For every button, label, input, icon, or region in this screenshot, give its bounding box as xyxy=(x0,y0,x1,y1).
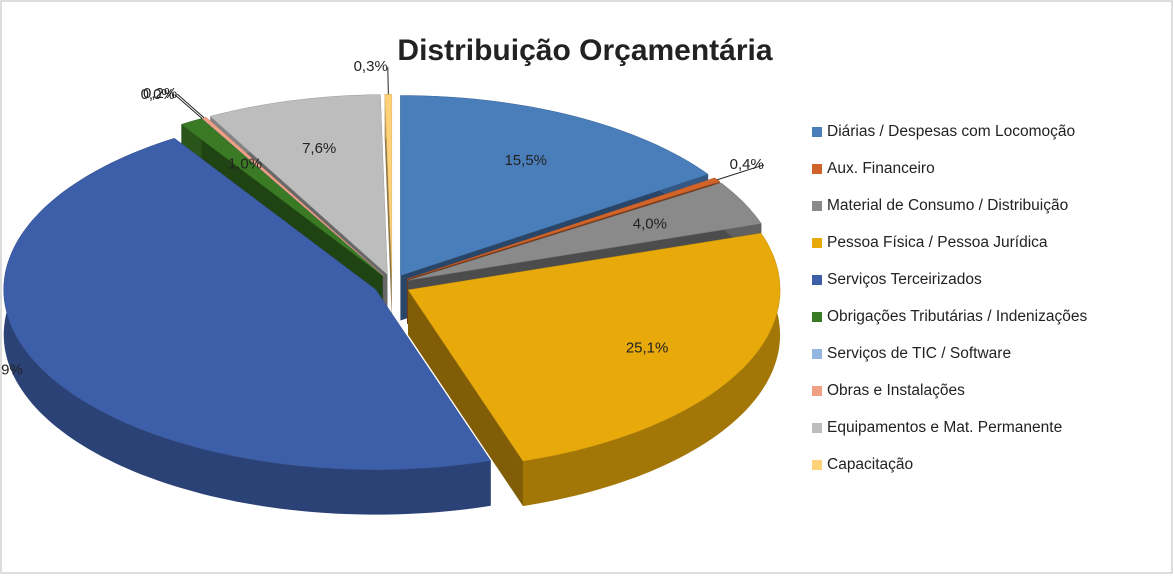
data-label: 0,4% xyxy=(730,156,764,173)
slice xyxy=(3,138,492,470)
data-labels: 15,5% 0,4% 4,0% 25,1% 45,9% 1,0% 0,0%0,2% 7,6% 0… xyxy=(0,58,764,379)
legend-swatch xyxy=(812,164,822,174)
legend-swatch xyxy=(812,312,822,322)
leader-line xyxy=(176,93,205,119)
legend-label: Obras e Instalações xyxy=(827,382,965,399)
data-label: 25,1% xyxy=(626,339,669,356)
data-label: 4,0% xyxy=(633,215,667,232)
slice-side xyxy=(523,233,781,507)
legend-swatch xyxy=(812,127,822,137)
data-label: 0,2% xyxy=(143,85,177,102)
slice xyxy=(400,95,709,276)
chart-title: Distribuição Orçamentária xyxy=(397,34,772,67)
legend-label: Pessoa Física / Pessoa Jurídica xyxy=(827,234,1048,251)
slice-wall xyxy=(384,94,392,320)
legend-swatch xyxy=(812,275,822,285)
data-label: 0,3% xyxy=(354,58,388,75)
legend-swatch xyxy=(812,423,822,433)
leader-line xyxy=(717,164,764,181)
legend-label: Serviços de TIC / Software xyxy=(827,345,1011,362)
slice xyxy=(407,232,781,462)
legend-label: Obrigações Tributárias / Indenizações xyxy=(827,308,1087,325)
legend-swatch xyxy=(812,201,822,211)
legend-label: Capacitação xyxy=(827,456,913,473)
legend-swatch xyxy=(812,238,822,248)
legend-label: Material de Consumo / Distribuição xyxy=(827,197,1068,214)
legend-label: Equipamentos e Mat. Permanente xyxy=(827,419,1062,436)
legend-label: Serviços Terceirizados xyxy=(827,271,982,288)
slice xyxy=(209,94,388,276)
data-label: 0,0% xyxy=(141,86,175,103)
data-label: 15,5% xyxy=(504,152,547,169)
legend: Diárias / Despesas com Locomoção Aux. Fin… xyxy=(812,123,1087,473)
leader-line xyxy=(174,94,203,119)
slice-side xyxy=(3,138,491,515)
legend-swatch xyxy=(812,386,822,396)
data-label: 7,6% xyxy=(302,140,336,157)
slice xyxy=(180,118,383,276)
legend-swatch xyxy=(812,460,822,470)
leader-line xyxy=(387,67,389,95)
data-label: 1,0% xyxy=(228,156,262,173)
legend-label: Diárias / Despesas com Locomoção xyxy=(827,123,1075,140)
slice-tops xyxy=(3,93,781,470)
legend-label: Aux. Financeiro xyxy=(827,160,935,177)
legend-swatch xyxy=(812,349,822,359)
data-label: 45,9% xyxy=(0,362,23,379)
slice xyxy=(408,182,762,281)
slice-wall xyxy=(408,289,523,507)
